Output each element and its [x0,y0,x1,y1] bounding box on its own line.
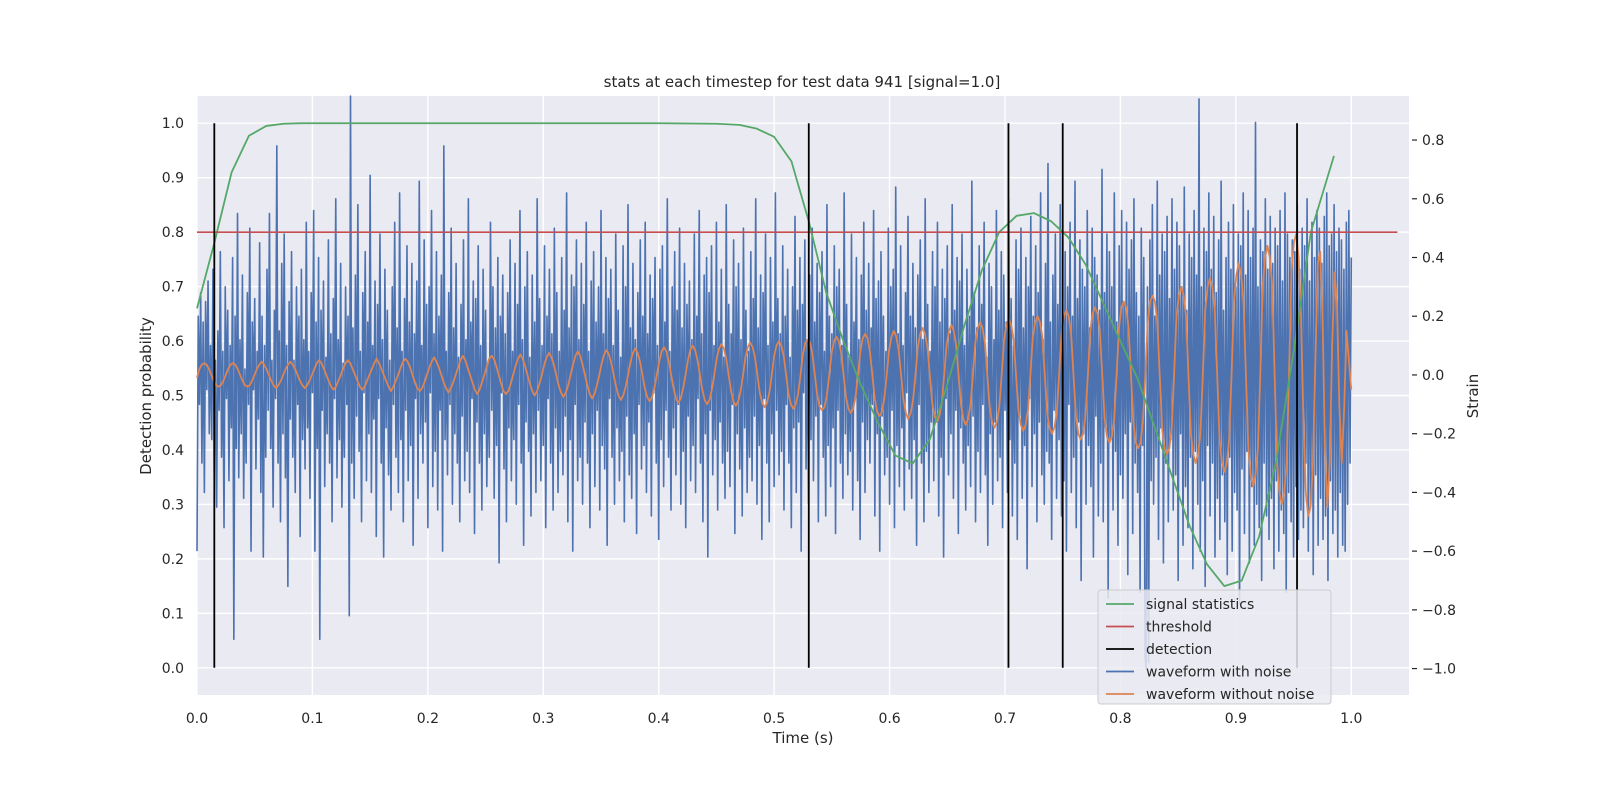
y-tick-label: 0.5 [162,389,184,405]
legend-label: waveform with noise [1146,665,1291,681]
y2-tick-label: 0.4 [1422,250,1444,266]
y2-tick-label: 0.0 [1422,368,1444,384]
legend-label: detection [1146,642,1212,658]
legend-box [1097,589,1332,705]
x-tick-label: 0.1 [301,711,323,727]
y2-axis-label: Strain [1464,374,1482,418]
y2-tick-label: 0.2 [1422,309,1444,325]
y-axis-left: 0.0 0.1 0.2 0.3 0.4 0.5 0.6 0.7 0.8 0.9 1.0 [162,116,184,677]
x-tick-label: 0.9 [1225,711,1247,727]
x-tick-label: 0.3 [532,711,554,727]
x-tick-label: 0.7 [994,711,1016,727]
series-waveform-without-noise [196,233,1353,517]
legend-label: threshold [1146,620,1212,636]
y2-tick-label: −0.8 [1422,603,1456,619]
y-tick-label: 0.2 [162,552,184,568]
legend: signal statistics threshold detection wavef… [1097,589,1332,705]
y2-tick-label: −1.0 [1422,662,1456,678]
x-tick-label: 0.5 [763,711,785,727]
y-tick-label: 0.3 [162,497,184,513]
y-tick-label: 0.9 [162,171,184,187]
series-layer [196,95,1398,670]
y-tick-label: 0.4 [162,443,184,459]
y2-tick-label: 0.6 [1422,192,1444,208]
series-signal-statistics [196,122,1335,587]
y-axis-label: Detection probability [137,317,155,475]
y2-tick-label: 0.8 [1422,133,1444,149]
x-axis-label: Time (s) [772,729,834,747]
x-tick-label: 0.4 [648,711,670,727]
legend-label: waveform without noise [1146,687,1314,703]
x-axis: 0.0 0.1 0.2 0.3 0.4 0.5 0.6 0.7 0.8 0.9 1.0 [186,711,1363,727]
y-axis-right: −1.0 −0.8 −0.6 −0.4 −0.2 0.0 0.2 0.4 0.6 0.8 [1412,133,1456,678]
y-tick-label: 0.1 [162,606,184,622]
y-tick-label: 0.7 [162,280,184,296]
y2-tick-label: −0.2 [1422,427,1456,443]
y-tick-label: 0.0 [162,661,184,677]
y-tick-label: 0.6 [162,334,184,350]
x-tick-label: 0.2 [417,711,439,727]
x-tick-label: 1.0 [1340,711,1362,727]
x-tick-label: 0.8 [1109,711,1131,727]
x-tick-label: 0.0 [186,711,208,727]
y2-tick-label: −0.4 [1422,485,1456,501]
y-tick-label: 0.8 [162,225,184,241]
y2-tick-label: −0.6 [1422,544,1456,560]
y-tick-label: 1.0 [162,116,184,132]
x-tick-label: 0.6 [878,711,900,727]
chart-title: stats at each timestep for test data 941… [604,73,1001,91]
legend-label: signal statistics [1146,597,1254,613]
series-waveform-with-noise [196,95,1353,670]
